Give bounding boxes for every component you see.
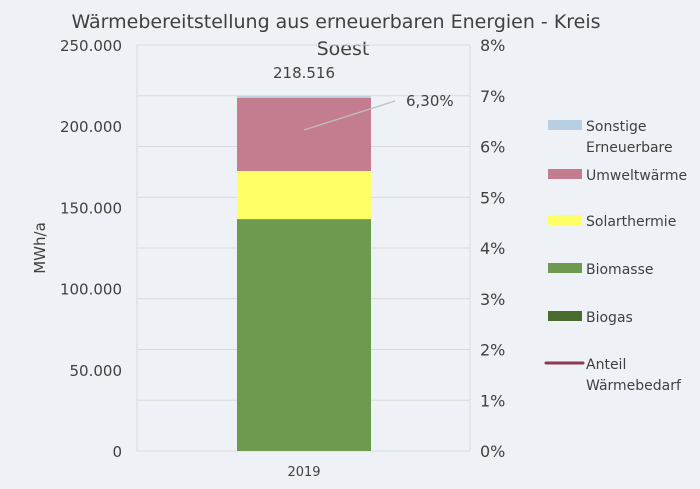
total-label: 218.516 <box>273 64 335 82</box>
y2-tick-label: 7% <box>480 87 505 106</box>
y2-tick-label: 8% <box>480 36 505 55</box>
legend-label: Erneuerbare <box>586 140 673 156</box>
bar-segment-biomasse <box>237 219 371 451</box>
y2-tick-label: 4% <box>480 239 505 258</box>
y2-tick-label: 0% <box>480 442 505 461</box>
chart-title-line2: Soest <box>317 38 370 60</box>
y-tick-label: 0 <box>112 443 122 461</box>
bar-segment-solarthermie <box>237 171 371 220</box>
y2-tick-label: 1% <box>480 391 505 410</box>
y2-tick-label: 5% <box>480 188 505 207</box>
legend-label: Biomasse <box>586 262 653 278</box>
y2-tick-label: 3% <box>480 290 505 309</box>
legend-label: Sonstige <box>586 119 647 135</box>
legend-swatch <box>548 215 582 225</box>
legend-label: Anteil <box>586 357 626 373</box>
legend-swatch <box>548 169 582 179</box>
legend-label: Biogas <box>586 310 633 326</box>
legend-label: Solarthermie <box>586 214 676 230</box>
y-tick-label: 100.000 <box>60 281 122 299</box>
category-label-2019: 2019 <box>287 465 320 480</box>
bar-segment-umweltwärme <box>237 97 371 172</box>
legend-label: Umweltwärme <box>586 168 687 184</box>
y-tick-label: 250.000 <box>60 37 122 55</box>
y-axis-label: MWh/a <box>31 222 49 274</box>
y-tick-label: 200.000 <box>60 118 122 136</box>
bar-segment-sonstige-erneuerbare <box>237 96 371 98</box>
y-tick-label: 150.000 <box>60 199 122 217</box>
legend-swatch <box>548 263 582 273</box>
y-tick-label: 50.000 <box>70 362 123 380</box>
chart-title-line1: Wärmebereitstellung aus erneuerbaren Ene… <box>71 11 600 33</box>
legend-swatch <box>548 120 582 130</box>
y2-tick-label: 6% <box>480 138 505 157</box>
legend-label: Wärmebedarf <box>586 378 682 394</box>
y2-tick-label: 2% <box>480 341 505 360</box>
anteil-data-label: 6,30% <box>406 92 454 110</box>
anteil-leader-line <box>303 100 396 131</box>
legend-swatch <box>548 311 582 321</box>
